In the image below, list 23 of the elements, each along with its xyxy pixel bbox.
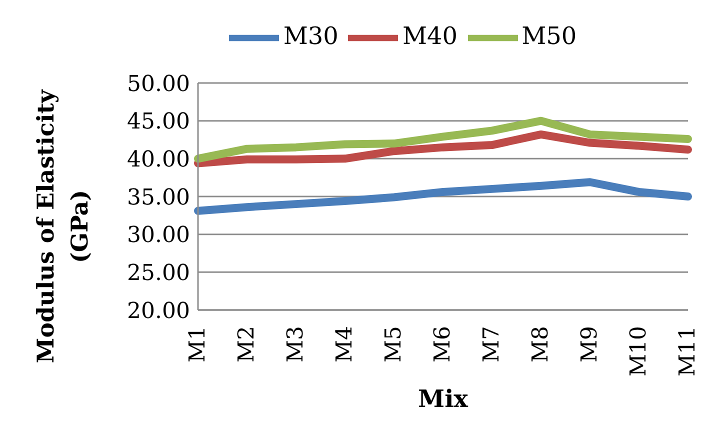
- y-tick-label: 30.00: [127, 223, 190, 248]
- x-tick-label: M1: [186, 326, 210, 363]
- x-tick-label: M9: [578, 326, 602, 363]
- x-tick-label: M2: [234, 326, 260, 363]
- x-tick-label: M5: [382, 326, 406, 363]
- x-tick-label: M8: [528, 326, 554, 363]
- legend-label: M40: [402, 22, 458, 50]
- x-tick-label: M11: [676, 326, 700, 377]
- y-tick-label: 45.00: [127, 110, 190, 135]
- y-tick-label: 25.00: [127, 260, 190, 286]
- x-tick-label: M3: [284, 326, 308, 363]
- y-tick-label: 40.00: [127, 147, 190, 172]
- x-axis-title: Mix: [418, 384, 469, 413]
- y-axis-title: Modulus of Elasticity (GPa): [32, 89, 94, 364]
- legend-label: M50: [522, 22, 577, 50]
- y-tick-label: 35.00: [127, 185, 190, 210]
- legend-label: M30: [283, 22, 338, 50]
- x-tick-label: M7: [480, 326, 504, 363]
- y-tick-label: 50.00: [127, 72, 190, 97]
- x-tick-label: M4: [332, 326, 358, 363]
- x-tick-label: M6: [430, 326, 456, 363]
- y-tick-label: 20.00: [127, 298, 190, 324]
- x-tick-label: M10: [626, 326, 652, 377]
